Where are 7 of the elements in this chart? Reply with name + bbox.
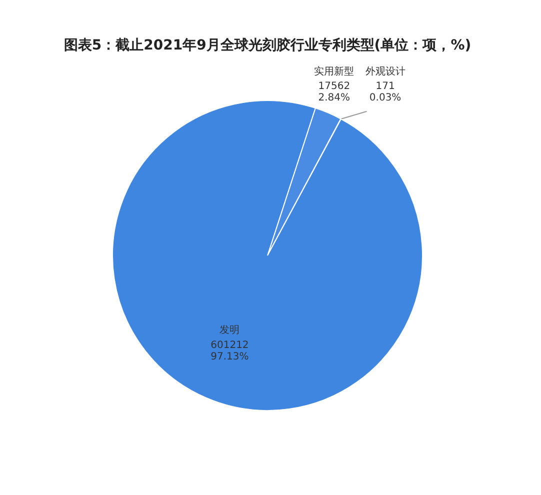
slice-label: 发明	[220, 325, 240, 336]
data-label: 17562 2.84%	[318, 81, 350, 104]
data-label: 171 0.03%	[369, 81, 402, 104]
data-label: 601212 97.13%	[210, 340, 249, 363]
slice-label: 外观设计	[365, 65, 406, 78]
slice-label: 实用新型	[314, 65, 354, 78]
chart-title: 图表5：截止2021年9月全球光刻胶行业专利类型(单位：项，%)	[64, 36, 472, 54]
